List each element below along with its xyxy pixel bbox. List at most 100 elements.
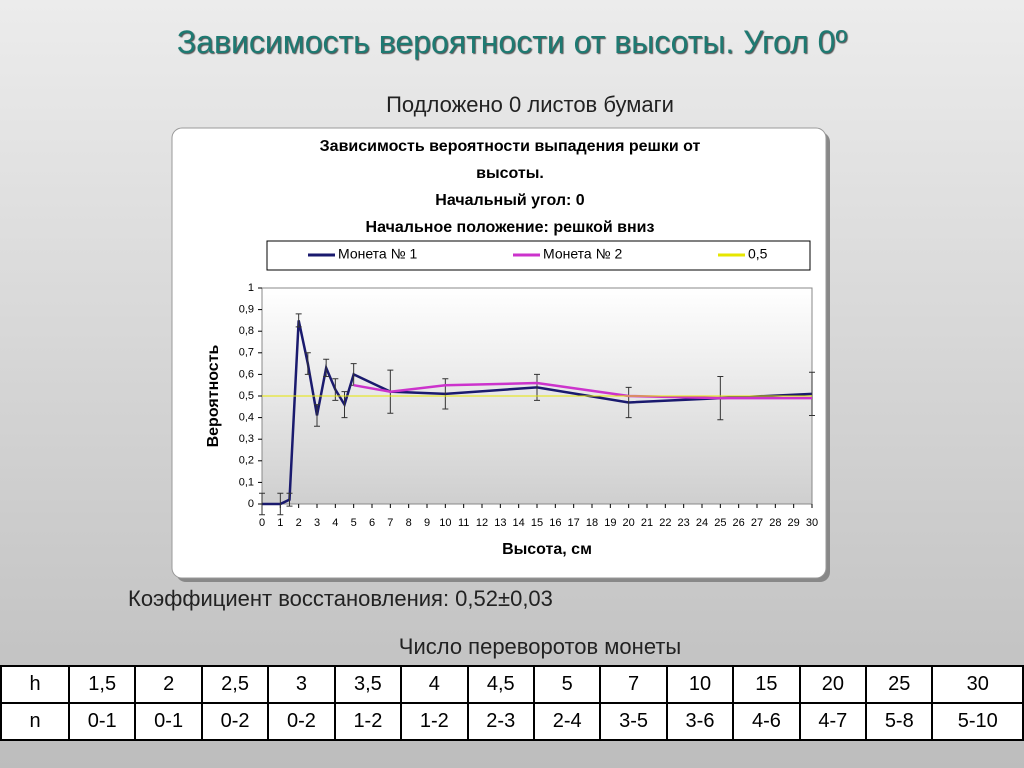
- table-cell: 25: [865, 665, 934, 704]
- x-tick-label: 9: [424, 517, 430, 529]
- table-cell: 3,5: [333, 665, 403, 704]
- table-cell: 5-8: [865, 702, 934, 741]
- x-tick-label: 15: [531, 517, 543, 529]
- table-caption: Число переворотов монеты: [398, 634, 682, 659]
- table-cell: 2,5: [200, 665, 270, 704]
- coefficient: Коэффициент восстановления: 0,52±0,03: [128, 586, 553, 611]
- legend-label: Монета № 1: [338, 246, 417, 262]
- x-tick-label: 19: [604, 517, 616, 529]
- y-tick-label: 0,3: [239, 433, 254, 445]
- chart-title: Начальное положение: решкой вниз: [366, 219, 655, 236]
- x-tick-label: 20: [623, 517, 635, 529]
- y-tick-label: 0,9: [239, 304, 254, 316]
- chart-title: высоты.: [476, 165, 544, 182]
- x-tick-label: 5: [351, 517, 357, 529]
- legend-label: 0,5: [748, 246, 768, 262]
- chart-title: Зависимость вероятности выпадения решки …: [320, 138, 701, 155]
- x-tick-label: 18: [586, 517, 598, 529]
- y-tick-label: 0,4: [239, 412, 254, 424]
- table-cell: 4,5: [466, 665, 535, 704]
- x-tick-label: 14: [513, 517, 525, 529]
- x-tick-label: 0: [259, 517, 265, 529]
- table: h 1,5 2 2,5 3 3,5 4 4,5 5 7 10 15 20 25 30 n 0-1 0-1 0-2 0-…: [0, 665, 1024, 741]
- y-tick-label: 1: [248, 282, 254, 294]
- table-cell: 30: [931, 665, 1024, 704]
- table-cell: 2-3: [466, 702, 535, 741]
- x-tick-label: 25: [714, 517, 726, 529]
- slide-title: Зависимость вероятности от высоты. Угол …: [176, 24, 848, 60]
- error-bar: [286, 492, 293, 507]
- x-tick-label: 26: [733, 517, 745, 529]
- x-tick-label: 27: [751, 517, 763, 529]
- x-tick-label: 17: [568, 517, 580, 529]
- x-tick-label: 24: [696, 517, 708, 529]
- table-cell: 4-6: [732, 702, 801, 741]
- y-tick-label: 0,2: [239, 455, 254, 467]
- error-bar: [323, 358, 330, 378]
- x-tick-label: 28: [769, 517, 781, 529]
- table-cell: 0-1: [134, 702, 203, 741]
- x-tick-label: 16: [549, 517, 561, 529]
- table-cell: n: [0, 702, 70, 741]
- table-cell: 10: [665, 665, 735, 704]
- table-cell: 3-5: [599, 702, 668, 741]
- table-cell: 0-2: [267, 702, 336, 741]
- table-cell: 3-6: [665, 702, 735, 741]
- table-cell: 15: [732, 665, 801, 704]
- x-tick-label: 13: [494, 517, 506, 529]
- x-tick-label: 11: [458, 517, 469, 529]
- error-bar: [304, 352, 311, 375]
- x-tick-label: 10: [439, 517, 451, 529]
- series-line: [353, 381, 812, 400]
- error-bar: [277, 492, 284, 516]
- table-cell: 5: [532, 665, 602, 704]
- table-cell: 3: [267, 665, 336, 704]
- table-row: h 1,5 2 2,5 3 3,5 4 4,5 5 7 10 15 20 25 30: [0, 665, 1024, 704]
- table-cell: 0-1: [67, 702, 137, 741]
- error-bar: [625, 386, 632, 419]
- x-tick-label: 4: [332, 517, 338, 529]
- y-tick-label: 0,6: [239, 368, 254, 380]
- error-bar: [259, 492, 265, 516]
- error-bar: [314, 404, 320, 427]
- y-axis-label: Вероятность: [205, 344, 222, 447]
- x-tick-label: 23: [678, 517, 690, 529]
- series-line: [262, 320, 813, 506]
- chart-title: Начальный угол: 0: [435, 192, 585, 209]
- x-tick-label: 22: [659, 517, 671, 529]
- x-tick-label: 7: [387, 517, 393, 529]
- table-cell: 4: [400, 665, 469, 704]
- x-tick-label: 6: [369, 517, 375, 529]
- table-cell: h: [0, 665, 70, 704]
- x-tick-label: 12: [476, 517, 488, 529]
- table-cell: 2: [134, 665, 203, 704]
- error-bar: [442, 378, 449, 410]
- chart: Зависимость вероятности выпадения решки …: [171, 127, 830, 582]
- table-cell: 1-2: [400, 702, 469, 741]
- table-cell: 7: [599, 665, 668, 704]
- x-tick-label: 29: [788, 517, 800, 529]
- y-tick-label: 0,5: [239, 390, 254, 402]
- table-cell: 1,5: [67, 665, 137, 704]
- x-tick-label: 3: [314, 517, 320, 529]
- x-tick-label: 2: [296, 517, 302, 529]
- error-bar: [332, 378, 339, 401]
- y-tick-label: 0,7: [239, 347, 254, 359]
- table-cell: 0-2: [200, 702, 270, 741]
- table-cell: 4-7: [798, 702, 868, 741]
- table-cell: 1-2: [333, 702, 403, 741]
- error-bar: [295, 313, 302, 328]
- legend-label: Монета № 2: [543, 246, 622, 262]
- x-tick-label: 1: [277, 517, 283, 529]
- x-tick-label: 21: [641, 517, 653, 529]
- subtitle: Подложено 0 листов бумаги: [386, 92, 674, 117]
- x-tick-label: 8: [406, 517, 412, 529]
- table-cell: 2-4: [532, 702, 602, 741]
- table-cell: 20: [798, 665, 868, 704]
- y-tick-label: 0,8: [239, 325, 254, 337]
- y-tick-label: 0,1: [239, 476, 254, 488]
- y-tick-label: 0: [248, 498, 254, 510]
- x-axis-label: Высота, см: [502, 541, 592, 558]
- table-cell: 5-10: [931, 702, 1024, 741]
